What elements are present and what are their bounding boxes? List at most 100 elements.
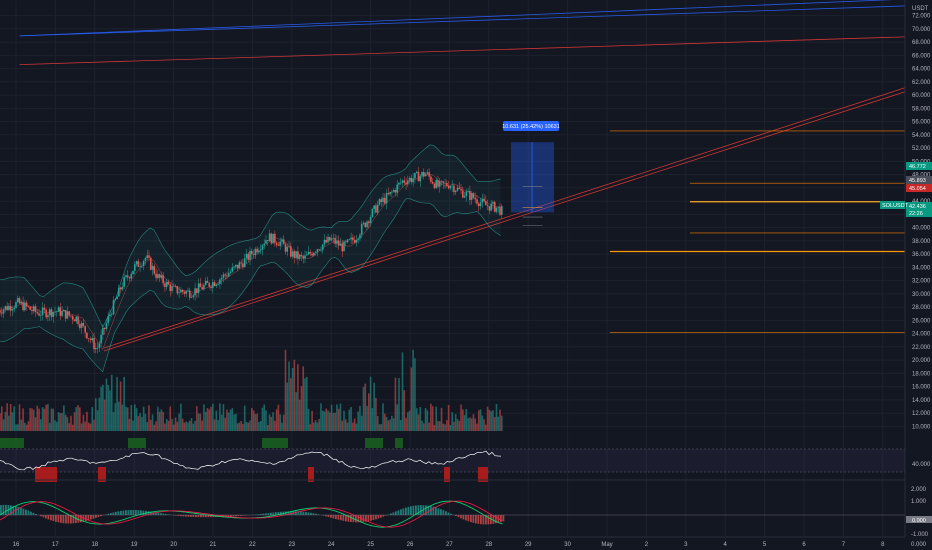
macd-hist-bar xyxy=(372,515,375,521)
macd-hist-bar xyxy=(437,508,440,515)
candle-body xyxy=(263,243,266,246)
price-badge-label: 45.054 xyxy=(909,186,926,192)
rsi-pane xyxy=(0,438,932,482)
candle-body xyxy=(167,281,170,285)
candle-body xyxy=(1,312,3,314)
candle-body xyxy=(360,223,363,235)
macd-hist-bar xyxy=(132,509,135,515)
volume-bar xyxy=(1,406,3,431)
volume-bar xyxy=(467,418,469,431)
volume-bar xyxy=(114,403,117,431)
candle-body xyxy=(325,239,328,243)
price-tick-label: 14.000 xyxy=(912,398,931,404)
volume-bar xyxy=(266,424,269,431)
candle-body xyxy=(259,249,262,251)
candle-body xyxy=(226,275,228,277)
volume-bar xyxy=(236,423,239,431)
price-badge-label: 45.893 xyxy=(909,178,926,184)
candle-body xyxy=(419,175,422,182)
candle-body xyxy=(383,197,386,204)
rsi-tick-label: 40.000 xyxy=(912,462,931,468)
macd-hist-bar xyxy=(5,504,7,515)
volume-bar xyxy=(360,415,363,431)
candle-body xyxy=(86,332,88,339)
candle-body xyxy=(435,180,438,189)
price-range-measure[interactable]: 10.631 (25.42%) 10631 xyxy=(502,121,560,226)
candle-body xyxy=(151,265,154,270)
macd-hist-bar xyxy=(342,515,345,521)
macd-hist-bar xyxy=(12,505,15,515)
volume-bar xyxy=(2,419,5,431)
macd-hist-bar xyxy=(150,511,152,515)
candle-body xyxy=(321,244,324,250)
price-badge xyxy=(906,162,932,170)
volume-bar xyxy=(327,410,329,431)
volume-bar xyxy=(121,404,124,431)
candle-body xyxy=(461,190,464,198)
candle-body xyxy=(98,343,101,348)
volume-bar xyxy=(323,411,326,431)
candle-body xyxy=(479,202,482,207)
candle-body xyxy=(171,285,173,292)
candle-body xyxy=(376,204,379,213)
symbol-badge xyxy=(880,201,905,209)
price-tick-label: 54.000 xyxy=(912,133,931,139)
macd-hist-bar xyxy=(175,515,177,516)
macd-hist-bar xyxy=(267,513,270,515)
time-tick-label: 5 xyxy=(763,542,767,548)
volume-bar xyxy=(316,422,319,431)
macd-hist-bar xyxy=(182,515,185,517)
candle-body xyxy=(158,274,161,278)
volume-bar xyxy=(91,406,94,431)
volume-bar xyxy=(501,415,503,431)
candle-body xyxy=(304,255,306,259)
candle-body xyxy=(20,301,23,304)
candle-body xyxy=(501,206,503,215)
volume-bar xyxy=(268,414,271,431)
macd-hist-bar xyxy=(195,515,197,518)
candle-body xyxy=(344,241,347,243)
volume-bar xyxy=(437,421,439,431)
candle-body xyxy=(437,180,439,187)
macd-hist-bar xyxy=(192,515,195,518)
volume-bar xyxy=(197,413,200,431)
volume-bar xyxy=(263,404,266,431)
volume-bar xyxy=(233,414,235,431)
volume-bar xyxy=(158,411,161,431)
time-axis[interactable]: 16 17 18 19 20 21 22 23 24 25 26 27 28 29 30 May 2 3 4 5 6 7 8 xyxy=(13,542,885,548)
volume-bar xyxy=(11,412,14,431)
volume-bar xyxy=(305,376,308,431)
candle-body xyxy=(34,306,37,313)
volume-bar xyxy=(75,407,78,431)
candle-body xyxy=(144,258,147,262)
volume-bar xyxy=(50,408,53,431)
macd-hist-bar xyxy=(160,513,162,515)
price-axis-bg xyxy=(905,0,932,550)
candle-body xyxy=(75,316,78,322)
candle-body xyxy=(43,307,46,310)
candle-body xyxy=(190,296,193,298)
macd-hist-bar xyxy=(40,515,42,517)
macd-hist-bar xyxy=(325,515,327,517)
macd-hist-bar xyxy=(302,511,305,515)
volume-bar xyxy=(298,399,301,431)
candle-body xyxy=(343,241,345,252)
candle-body xyxy=(18,298,21,304)
macd-hist-bar xyxy=(2,504,5,515)
price-tick-label: 20.000 xyxy=(912,358,931,364)
macd-hist-bar xyxy=(85,515,87,522)
price-axis[interactable]: 72.000 70.000 68.000 66.000 64.000 62.000 60.0… xyxy=(904,0,932,550)
macd-hist-bar xyxy=(30,511,32,515)
volume-bar xyxy=(460,404,462,431)
candle-body xyxy=(91,338,94,341)
macd-hist-bar xyxy=(42,515,45,518)
candle-body xyxy=(50,309,53,317)
price-tick-label: 62.000 xyxy=(912,80,931,86)
time-tick-label: 29 xyxy=(525,542,532,548)
macd-hist-bar xyxy=(482,515,485,525)
volume-bar xyxy=(414,358,416,431)
candle-body xyxy=(275,242,278,245)
candle-body xyxy=(157,274,159,278)
